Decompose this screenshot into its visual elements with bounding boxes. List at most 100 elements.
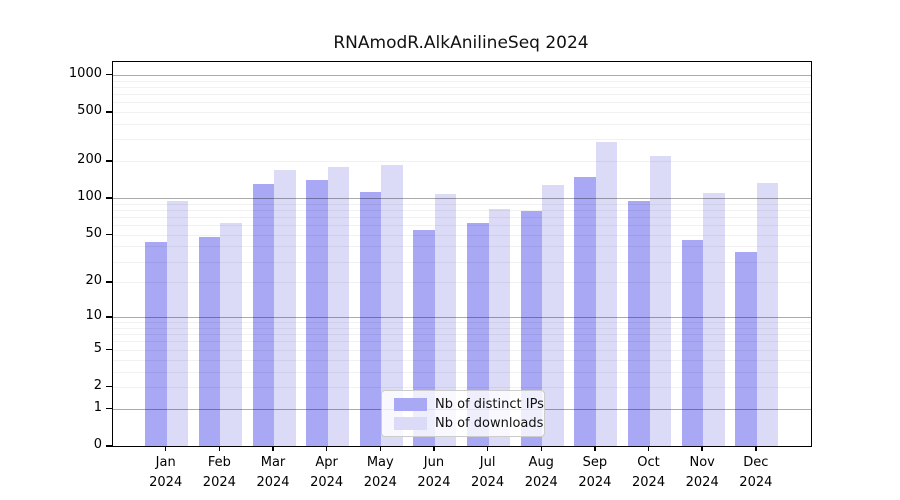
bar-downloads-dec [756, 182, 779, 446]
minor-gridline [113, 246, 811, 248]
x-axis-label-mar: Mar 2024 [256, 455, 290, 490]
y-axis-tick [106, 233, 112, 236]
minor-gridline [113, 123, 811, 125]
x-axis-label-jun: Jun 2024 [417, 455, 451, 490]
bar-distinct-ips-dec [735, 252, 757, 446]
x-axis-label-sep: Sep 2024 [578, 455, 612, 490]
y-axis-tick [106, 197, 112, 199]
y-axis-tick [106, 407, 112, 410]
minor-gridline [113, 349, 811, 351]
legend-swatch-distinct-ips-icon [394, 397, 427, 411]
minor-gridline [113, 112, 811, 114]
major-gridline [113, 74, 811, 76]
x-axis-tick [486, 446, 489, 451]
x-axis-tick [433, 446, 435, 451]
bar-distinct-ips-apr [306, 180, 328, 446]
y-axis-label: 200 [77, 152, 102, 168]
bar-downloads-aug [542, 185, 564, 446]
major-gridline [113, 198, 811, 200]
minor-gridline [113, 225, 811, 227]
x-axis-tick [164, 446, 167, 451]
bar-distinct-ips-nov [681, 240, 704, 446]
minor-gridline [113, 216, 811, 218]
bar-downloads-apr [327, 166, 350, 446]
x-axis-label-apr: Apr 2024 [310, 455, 344, 490]
y-axis-label: 20 [85, 273, 102, 289]
y-axis-tick [106, 73, 112, 76]
bar-distinct-ips-feb [198, 236, 221, 446]
minor-gridline [113, 322, 811, 324]
minor-gridline [113, 261, 811, 263]
bar-distinct-ips-may [359, 192, 382, 446]
bar-downloads-jun [434, 194, 457, 446]
minor-gridline [113, 341, 811, 343]
bar-distinct-ips-aug [520, 211, 543, 446]
major-gridline [113, 317, 811, 319]
legend-label-downloads: Nb of downloads [435, 415, 544, 431]
y-axis-tick [106, 281, 112, 283]
x-axis-label-oct: Oct 2024 [632, 455, 666, 490]
legend-item-downloads: Nb of downloads [382, 416, 544, 431]
minor-gridline [113, 102, 811, 104]
x-axis-label-aug: Aug 2024 [524, 455, 558, 490]
bar-downloads-mar [274, 169, 296, 446]
x-axis-label-dec: Dec 2024 [739, 455, 773, 490]
x-axis-label-nov: Nov 2024 [685, 455, 719, 490]
minor-gridline [113, 203, 811, 205]
bar-distinct-ips-sep [574, 177, 596, 446]
y-axis-label: 1 [93, 399, 102, 415]
y-axis-tick [106, 111, 112, 113]
y-axis-label: 2 [93, 377, 102, 393]
minor-gridline [113, 161, 811, 163]
legend: Nb of distinct IPs Nb of downloads [381, 390, 545, 437]
y-axis-label: 1000 [68, 65, 102, 81]
bar-distinct-ips-jan [145, 241, 167, 446]
x-axis-tick [701, 446, 703, 451]
y-axis-label: 50 [85, 225, 102, 241]
minor-gridline [113, 80, 811, 82]
x-axis-tick [272, 446, 274, 451]
x-axis-label-jan: Jan 2024 [149, 455, 183, 490]
minor-gridline [113, 282, 811, 284]
minor-gridline [113, 334, 811, 336]
bar-distinct-ips-oct [628, 200, 650, 446]
bar-distinct-ips-mar [252, 184, 274, 446]
x-axis-tick [594, 446, 596, 451]
bar-downloads-jul [488, 208, 511, 446]
y-axis-tick [106, 316, 112, 318]
minor-gridline [113, 209, 811, 211]
y-axis-tick [106, 348, 112, 351]
bar-downloads-may [381, 164, 403, 446]
y-axis-label: 5 [93, 340, 102, 356]
y-axis-tick [106, 160, 112, 162]
minor-gridline [113, 359, 811, 361]
bar-downloads-nov [703, 193, 725, 446]
x-axis-tick [325, 446, 328, 451]
x-axis-label-feb: Feb 2024 [202, 455, 236, 490]
x-axis-tick [218, 446, 221, 451]
y-axis-label: 10 [85, 308, 102, 324]
plot-area [112, 61, 812, 447]
minor-gridline [113, 93, 811, 95]
y-axis-label: 500 [77, 103, 102, 119]
x-axis-label-jul: Jul 2024 [471, 455, 505, 490]
y-axis-label: 0 [93, 437, 102, 452]
x-axis-tick [540, 446, 542, 451]
minor-gridline [113, 327, 811, 329]
x-axis-tick [647, 446, 650, 451]
legend-label-distinct-ips: Nb of distinct IPs [435, 396, 544, 412]
y-axis-label: 100 [77, 189, 102, 205]
minor-gridline [113, 86, 811, 88]
bar-downloads-jan [166, 200, 189, 446]
x-axis-tick [755, 446, 757, 451]
minor-gridline [113, 139, 811, 141]
legend-swatch-downloads-icon [394, 416, 427, 430]
y-axis-tick [106, 385, 112, 388]
bar-downloads-oct [649, 156, 672, 446]
minor-gridline [113, 234, 811, 236]
bar-downloads-sep [595, 142, 618, 446]
legend-item-distinct-ips: Nb of distinct IPs [382, 397, 544, 412]
minor-gridline [113, 371, 811, 373]
y-axis-tick [106, 445, 112, 447]
